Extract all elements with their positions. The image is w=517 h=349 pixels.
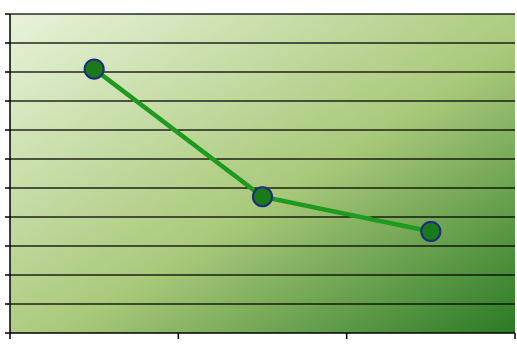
data-point: [420, 220, 442, 243]
data-point: [83, 58, 105, 80]
data-point: [251, 186, 274, 208]
axes: [5, 13, 516, 339]
plot-area: [10, 14, 515, 333]
data-series: [83, 58, 442, 243]
